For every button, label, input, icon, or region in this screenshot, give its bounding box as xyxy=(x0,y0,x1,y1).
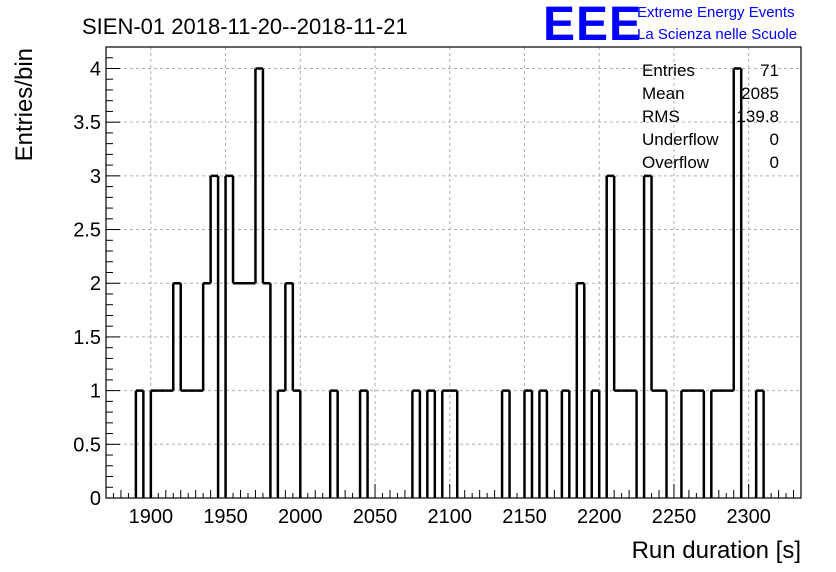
x-tick-label: 2300 xyxy=(726,506,771,528)
histogram-bin xyxy=(642,174,652,498)
brand-line-1: Extreme Energy Events xyxy=(637,4,795,21)
histogram-bin xyxy=(575,281,585,498)
histogram-bin xyxy=(426,389,435,498)
histogram-bins xyxy=(134,67,765,498)
histogram-bin xyxy=(441,389,450,498)
histogram-bin xyxy=(149,389,159,498)
brand-line-2: La Scienza nelle Scuole xyxy=(637,26,797,43)
y-tick-label: 1 xyxy=(90,381,101,403)
stats-box: Entries 71 Mean 2085 RMS 139.8 Underflow… xyxy=(642,61,779,172)
stats-label-underflow: Underflow xyxy=(642,130,719,149)
histogram-bin xyxy=(231,175,241,285)
histogram-bin xyxy=(134,389,144,498)
histogram-bin xyxy=(538,389,547,498)
x-tick-label: 2100 xyxy=(428,506,473,528)
histogram-bin xyxy=(680,389,689,498)
stats-value-overflow: 0 xyxy=(770,153,779,172)
y-tick-label: 0.5 xyxy=(73,434,101,456)
stats-value-mean: 2085 xyxy=(741,84,779,103)
histogram-bin xyxy=(291,283,301,392)
histogram-bin xyxy=(224,174,234,498)
histogram-bin xyxy=(710,389,719,498)
x-tick-label: 2050 xyxy=(353,506,398,528)
stats-value-entries: 71 xyxy=(760,61,779,80)
stats-value-rms: 139.8 xyxy=(736,107,779,126)
y-tick-label: 3 xyxy=(90,166,101,188)
y-tick-label: 4 xyxy=(90,58,101,80)
y-tick-label: 2.5 xyxy=(73,220,101,242)
y-tick-label: 0 xyxy=(90,488,101,510)
histogram-bin xyxy=(179,283,189,392)
x-tick-label: 2150 xyxy=(502,506,547,528)
stats-label-overflow: Overflow xyxy=(642,153,710,172)
histogram-bin xyxy=(172,281,181,391)
histogram-bin xyxy=(523,389,532,498)
x-axis-ticks: 1900 1950 2000 2050 2100 2150 2200 2250 2300 xyxy=(112,484,802,528)
histogram-bin xyxy=(650,175,660,392)
x-tick-label: 2250 xyxy=(652,506,697,528)
y-axis-ticks: 0 0.5 1 1.5 2 2.5 3 3.5 4 xyxy=(73,46,120,510)
histogram-bin xyxy=(209,174,219,284)
histogram-bin xyxy=(328,389,338,498)
y-tick-label: 3.5 xyxy=(73,112,101,134)
y-tick-label: 2 xyxy=(90,273,101,295)
histogram-bin xyxy=(605,174,615,498)
histogram-bin xyxy=(612,175,622,392)
stats-label-rms: RMS xyxy=(642,107,680,126)
stats-label-entries: Entries xyxy=(642,61,695,80)
histogram-bin xyxy=(358,389,368,498)
eee-logo: EEE xyxy=(543,0,642,51)
chart-title: SIEN-01 2018-11-20--2018-11-21 xyxy=(82,14,408,39)
stats-value-underflow: 0 xyxy=(770,130,779,149)
histogram-bin xyxy=(411,389,420,498)
x-tick-label: 2200 xyxy=(577,506,622,528)
histogram-bin xyxy=(590,389,600,498)
histogram-bin xyxy=(500,389,510,498)
histogram-bin xyxy=(284,281,293,391)
y-axis-label: Entries/bin xyxy=(11,48,38,161)
histogram-bin xyxy=(560,389,570,498)
grid-lines xyxy=(106,47,801,498)
x-tick-label: 2000 xyxy=(278,506,323,528)
y-tick-label: 1.5 xyxy=(73,327,101,349)
histogram-bin xyxy=(754,389,765,498)
histogram-bin xyxy=(261,68,271,285)
x-axis-label: Run duration [s] xyxy=(632,537,801,564)
stats-label-mean: Mean xyxy=(642,84,685,103)
x-tick-label: 1900 xyxy=(129,506,174,528)
x-tick-label: 1950 xyxy=(203,506,248,528)
